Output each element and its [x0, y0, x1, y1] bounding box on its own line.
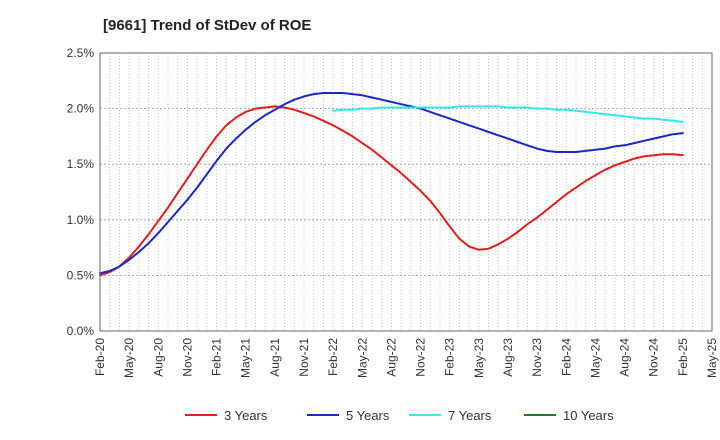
- series-line-7-years: [332, 105, 684, 123]
- legend-label-10-years: 10 Years: [563, 408, 614, 423]
- grid: [100, 53, 712, 331]
- legend-label-7-years: 7 Years: [448, 408, 492, 423]
- x-tick-label: Feb-24: [559, 338, 573, 376]
- legend-label-3-years: 3 Years: [224, 408, 268, 423]
- y-tick-label: 1.0%: [67, 213, 95, 227]
- plot-frame: [99, 52, 713, 332]
- x-tick-label: Aug-24: [618, 338, 632, 377]
- y-tick-label: 2.5%: [67, 46, 95, 60]
- series-line-3-years: [99, 105, 684, 277]
- x-tick-label: Feb-25: [676, 338, 690, 376]
- x-tick-label: Feb-21: [210, 338, 224, 376]
- y-axis-ticks: 0.0% 0.5% 1.0% 1.5% 2.0% 2.5%: [67, 46, 95, 338]
- x-tick-label: Aug-22: [384, 338, 398, 377]
- x-tick-label: Nov-20: [180, 338, 194, 377]
- legend: 3 Years 5 Years 7 Years 10 Years: [185, 408, 614, 423]
- x-tick-label: Feb-23: [443, 338, 457, 376]
- x-tick-label: Feb-20: [93, 338, 107, 376]
- series-line-5-years: [99, 92, 684, 275]
- y-tick-label: 2.0%: [67, 102, 95, 116]
- series-lines: [99, 92, 684, 277]
- x-tick-label: Nov-24: [647, 338, 661, 377]
- x-tick-label: May-21: [239, 338, 253, 378]
- x-tick-label: Nov-23: [530, 338, 544, 377]
- x-tick-label: May-22: [355, 338, 369, 378]
- legend-label-5-years: 5 Years: [346, 408, 390, 423]
- x-tick-label: Feb-22: [326, 338, 340, 376]
- x-tick-label: May-23: [472, 338, 486, 378]
- x-tick-label: May-25: [705, 338, 719, 378]
- x-tick-label: Aug-20: [151, 338, 165, 377]
- x-tick-label: Aug-23: [501, 338, 515, 377]
- y-tick-label: 0.0%: [67, 324, 95, 338]
- chart-title: [9661] Trend of StDev of ROE: [103, 17, 311, 34]
- y-tick-label: 0.5%: [67, 268, 95, 282]
- x-tick-label: Nov-22: [414, 338, 428, 377]
- x-tick-label: Nov-21: [297, 338, 311, 377]
- x-tick-label: Aug-21: [268, 338, 282, 377]
- x-tick-label: May-20: [122, 338, 136, 378]
- x-axis-ticks: Feb-20 May-20 Aug-20 Nov-20 Feb-21 May-21 Aug-…: [93, 338, 719, 378]
- y-tick-label: 1.5%: [67, 157, 95, 171]
- x-tick-label: May-24: [588, 338, 602, 378]
